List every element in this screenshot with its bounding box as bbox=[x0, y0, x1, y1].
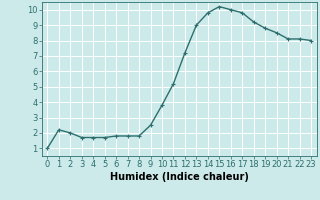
X-axis label: Humidex (Indice chaleur): Humidex (Indice chaleur) bbox=[110, 172, 249, 182]
